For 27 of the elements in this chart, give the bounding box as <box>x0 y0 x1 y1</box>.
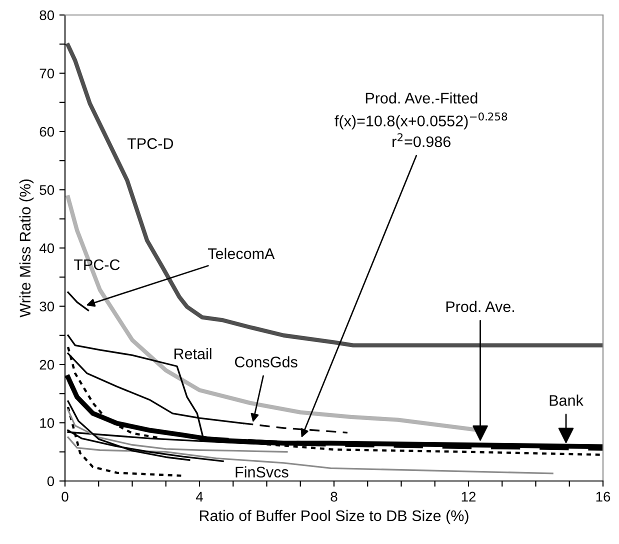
y-tick-label: 40 <box>39 243 54 254</box>
y-tick-label: 30 <box>40 302 54 312</box>
y-tick-label: 80 <box>40 10 54 20</box>
annotation: Prod. Ave. <box>446 300 514 312</box>
y-tick-label: 0 <box>47 476 54 486</box>
annotation: TPC-D <box>127 138 174 149</box>
annotation: FinSvcs <box>236 466 288 478</box>
annotation: Retail <box>174 348 212 360</box>
y-tick-label: 20 <box>40 360 54 370</box>
annotation: TelecomA <box>208 248 275 260</box>
y-tick-label: 70 <box>40 68 54 78</box>
annotation: Bank <box>550 394 584 406</box>
x-tick-label: 8 <box>330 492 338 502</box>
x-axis-title: Ratio of Buffer Pool Size to DB Size (%) <box>200 510 468 524</box>
y-tick-label: 10 <box>40 418 54 428</box>
annotation: ConsGds <box>235 356 298 368</box>
y-tick-label: 50 <box>40 185 54 195</box>
annotation: f(x)=10.8(x+0.0552)$^{−0.258}$ <box>334 112 508 130</box>
annotation: TPC-C <box>74 259 120 270</box>
x-tick-label: 12 <box>462 492 476 502</box>
x-tick-label: 0 <box>62 492 68 502</box>
annotation: Prod. Ave.-Fitted <box>366 92 478 104</box>
y-axis-title: Write Miss Ratio (%) <box>19 179 34 318</box>
annotation: r$^{2}$=0.986 <box>392 133 450 148</box>
x-tick-label: 16 <box>596 492 610 502</box>
x-tick-label: 4 <box>196 492 203 502</box>
y-tick-label: 60 <box>40 126 54 137</box>
